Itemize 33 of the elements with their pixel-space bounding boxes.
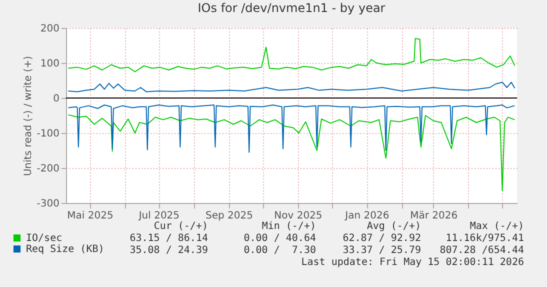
line-series bbox=[68, 38, 516, 72]
text: 35.08 / 24.39 bbox=[130, 245, 208, 256]
text: 0.00 / 7.30 bbox=[244, 245, 316, 256]
x-tick-label: Nov 2025 bbox=[274, 210, 322, 222]
text: Min (-/+) bbox=[262, 221, 316, 232]
x-tick-label: Mai 2025 bbox=[67, 210, 114, 222]
legend-label: IO/sec bbox=[26, 233, 62, 244]
y-tick-label: 0 bbox=[53, 94, 60, 104]
x-tick-label: Jan 2026 bbox=[344, 210, 390, 222]
text: 807.28 /654.44 bbox=[440, 245, 524, 256]
legend-label: Req Size (KB) bbox=[26, 244, 104, 255]
text: Last update: Fri May 15 02:00:11 2026 bbox=[301, 257, 524, 268]
text: 0.00 / 40.64 bbox=[244, 233, 316, 244]
text: 62.87 / 92.92 bbox=[342, 233, 421, 244]
line-series bbox=[68, 114, 516, 192]
text: Cur (-/+) bbox=[154, 221, 208, 232]
text: Avg (-/+) bbox=[366, 221, 421, 232]
y-axis-title: Units read (-) / write (+) bbox=[22, 56, 34, 176]
y-tick-label: -200 bbox=[36, 164, 60, 174]
text: 63.15 / 86.14 bbox=[130, 233, 208, 244]
text: 11.16k/975.41 bbox=[446, 233, 524, 244]
text: 33.37 / 25.79 bbox=[342, 245, 421, 256]
y-tick-label: 100 bbox=[40, 58, 60, 70]
y-tick-label: 200 bbox=[40, 24, 60, 34]
y-tick-label: -300 bbox=[36, 198, 60, 210]
x-tick-label: Sep 2025 bbox=[206, 210, 254, 222]
y-tick-label: -100 bbox=[36, 128, 60, 140]
chart-title: IOs for /dev/nvme1n1 - by year bbox=[198, 1, 386, 15]
text: Max (-/+) bbox=[470, 221, 524, 232]
line-series bbox=[68, 82, 516, 92]
x-tick-label: Mär 2026 bbox=[410, 210, 458, 222]
line-series bbox=[68, 104, 516, 153]
x-tick-label: Jul 2025 bbox=[138, 210, 180, 222]
